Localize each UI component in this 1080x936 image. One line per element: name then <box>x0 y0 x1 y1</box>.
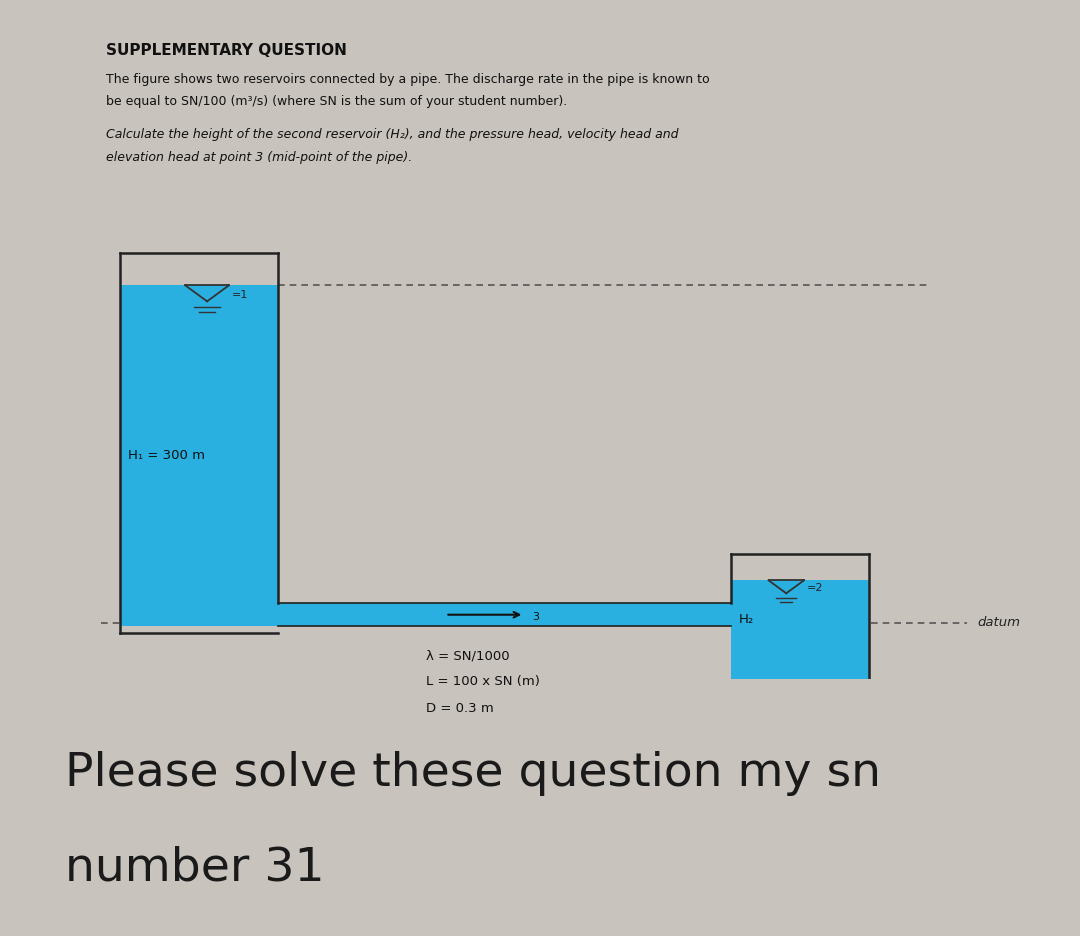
Text: D = 0.3 m: D = 0.3 m <box>426 702 494 714</box>
Text: elevation head at point 3 (mid-point of the pipe).: elevation head at point 3 (mid-point of … <box>106 151 411 164</box>
Text: number 31: number 31 <box>65 846 324 891</box>
Text: L = 100 x SN (m): L = 100 x SN (m) <box>426 675 540 688</box>
Text: H₂: H₂ <box>739 613 754 626</box>
Text: datum: datum <box>977 617 1021 629</box>
Text: λ = SN/1000: λ = SN/1000 <box>426 650 510 662</box>
Text: be equal to SN/100 (m³/s) (where SN is the sum of your student number).: be equal to SN/100 (m³/s) (where SN is t… <box>106 95 567 109</box>
Text: Calculate the height of the second reservoir (H₂), and the pressure head, veloci: Calculate the height of the second reser… <box>106 128 678 141</box>
Bar <box>731 580 869 685</box>
Text: Please solve these question my sn: Please solve these question my sn <box>65 751 881 796</box>
Text: SUPPLEMENTARY QUESTION: SUPPLEMENTARY QUESTION <box>106 43 347 58</box>
Text: The figure shows two reservoirs connected by a pipe. The discharge rate in the p: The figure shows two reservoirs connecte… <box>106 72 710 85</box>
Text: H₁ = 300 m: H₁ = 300 m <box>129 449 205 462</box>
Text: 3: 3 <box>532 612 539 622</box>
Text: =1: =1 <box>232 290 248 300</box>
Bar <box>278 603 731 626</box>
Bar <box>120 285 278 626</box>
Text: =2: =2 <box>807 583 823 593</box>
